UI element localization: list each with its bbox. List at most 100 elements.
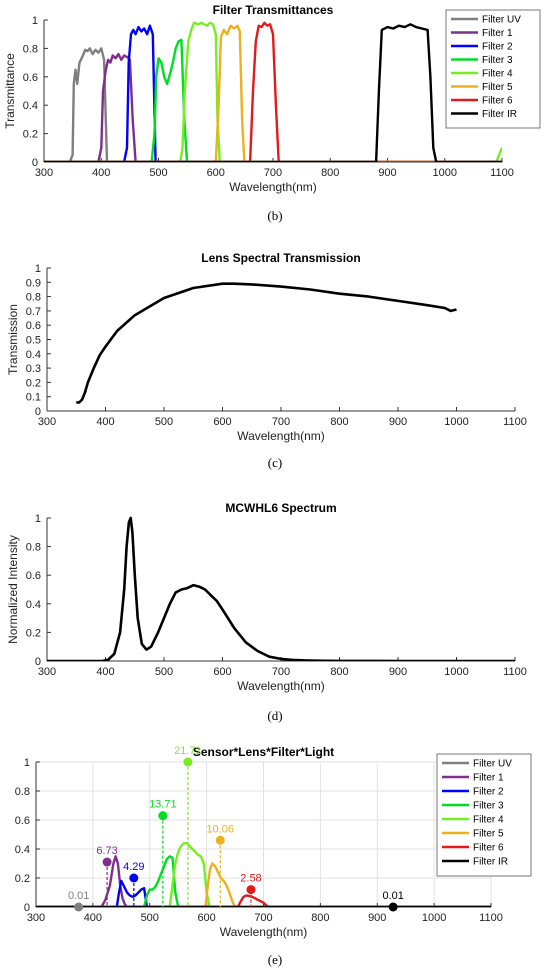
x-tick-label: 700 [254,912,272,924]
x-tick-label: 300 [35,167,53,179]
caption-b: (b) [267,208,283,223]
legend-label: Filter UV [482,15,521,26]
annotation-label: 0.01 [382,890,403,902]
annotation-label: 0.01 [68,890,89,902]
legend-label: Filter IR [473,857,508,868]
x-tick-label: 700 [264,167,282,179]
y-tick-label: 0.7 [26,306,41,318]
legend-label: Filter 4 [482,69,513,80]
legend-label: Filter 1 [482,28,513,39]
x-tick-label: 1000 [433,167,457,179]
x-tick-label: 500 [149,167,167,179]
chart-title: Filter Transmittances [213,3,334,17]
chart-panel-d: 300 400 500 600 700 800 900 1000 1100 0 0.2 0.4 0.6 0… [0,493,550,733]
legend-label: Filter 6 [473,843,504,854]
x-tick-label: 500 [155,416,173,428]
series-line [44,38,502,162]
legend-box [445,9,541,129]
legend-label: Filter IR [482,109,517,120]
caption-e: (e) [267,952,283,967]
y-tick-label: 0.4 [26,599,41,611]
y-tick-label: 0.2 [23,129,38,141]
x-tick-label: 400 [92,167,110,179]
annotation-marker [129,873,139,883]
x-tick-label: 600 [197,912,215,924]
x-tick-label: 900 [389,666,407,678]
series-line [44,24,502,162]
x-tick-label: 1000 [422,912,446,924]
y-tick-label: 0.6 [15,815,30,827]
y-tick-label: 1 [32,15,38,27]
y-tick-label: 0.2 [15,873,30,885]
chart-title: MCWHL6 Spectrum [225,501,336,515]
x-tick-label: 800 [330,666,348,678]
y-tick-label: 0.6 [26,570,41,582]
chart-panel-b: 300 400 500 600 700 800 900 1000 1100 0 0.2 0.4 0.6 0… [0,0,550,240]
y-tick-label: 0.6 [23,72,38,84]
y-tick-label: 0.4 [26,349,41,361]
legend-box [436,753,532,877]
lens-transmission-chart: 300 400 500 600 700 800 900 1000 1100 0 0.1 0.2 0.3 0… [6,251,527,443]
y-tick-label: 0.9 [26,277,41,289]
y-tick-label: 0.8 [26,292,41,304]
x-tick-label: 1000 [444,666,468,678]
chart-title: Lens Spectral Transmission [201,251,360,265]
caption-c: (c) [267,455,283,470]
y-tick-label: 0 [32,157,38,169]
series-line [44,24,502,162]
x-tick-label: 700 [272,416,290,428]
x-tick-label: 300 [38,416,56,428]
y-axis-label: Transmittance [3,53,17,129]
legend-label: Filter 6 [482,96,513,107]
caption-d: (d) [267,708,283,723]
y-tick-label: 1 [35,513,41,525]
y-tick-label: 0.2 [26,377,41,389]
annotation-marker [158,811,168,821]
annotation-marker [246,885,256,895]
y-tick-label: 0.6 [26,320,41,332]
legend-label: Filter 5 [482,82,513,93]
y-tick-label: 0 [35,406,41,418]
x-tick-label: 900 [389,416,407,428]
x-tick-label: 800 [330,416,348,428]
series-line [47,516,515,661]
sensor-lens-filter-light-chart: 300 400 500 600 700 800 900 1000 1100 0 0.2 0.4 0.6 0… [15,745,532,939]
x-tick-label: 500 [141,912,159,924]
series-line [36,855,491,907]
annotation-label: 13.71 [149,799,177,811]
filter-transmittances-chart: 300 400 500 600 700 800 900 1000 1100 0 0.2 0.4 0.6 0… [3,3,541,194]
x-tick-label: 1100 [503,416,527,428]
x-tick-label: 900 [368,912,386,924]
x-tick-label: 400 [84,912,102,924]
annotation-label: 21.71 [174,745,202,757]
annotation-label: 2.58 [240,873,261,885]
series-line [76,282,457,404]
x-tick-label: 700 [272,666,290,678]
y-tick-label: 0 [35,656,41,668]
legend-label: Filter UV [473,759,512,770]
y-tick-label: 0.4 [23,100,38,112]
x-tick-label: 1100 [503,666,527,678]
x-axis-label: Wavelength(nm) [229,180,317,194]
series-line [44,47,502,162]
x-tick-label: 300 [27,912,45,924]
x-tick-label: 1000 [444,416,468,428]
annotation-marker [388,902,398,912]
x-tick-label: 600 [213,416,231,428]
legend-label: Filter 5 [473,829,504,840]
mcwhl6-spectrum-chart: 300 400 500 600 700 800 900 1000 1100 0 0.2 0.4 0.6 0… [6,501,527,693]
legend-label: Filter 4 [473,815,504,826]
series-line [36,862,491,907]
annotation-marker [215,835,225,845]
x-tick-label: 900 [378,167,396,179]
y-tick-label: 0.5 [26,335,41,347]
x-tick-label: 400 [96,666,114,678]
series-line [44,21,502,162]
chart-panel-e: 300 400 500 600 700 800 900 1000 1100 0 0.2 0.4 0.6 0… [0,737,550,979]
legend-label: Filter 3 [482,55,513,66]
chart-title: Sensor*Lens*Filter*Light [193,745,334,759]
legend-label: Filter 2 [473,787,504,798]
series-line [36,894,491,907]
annotation-marker [102,857,112,867]
y-tick-label: 0.8 [26,542,41,554]
